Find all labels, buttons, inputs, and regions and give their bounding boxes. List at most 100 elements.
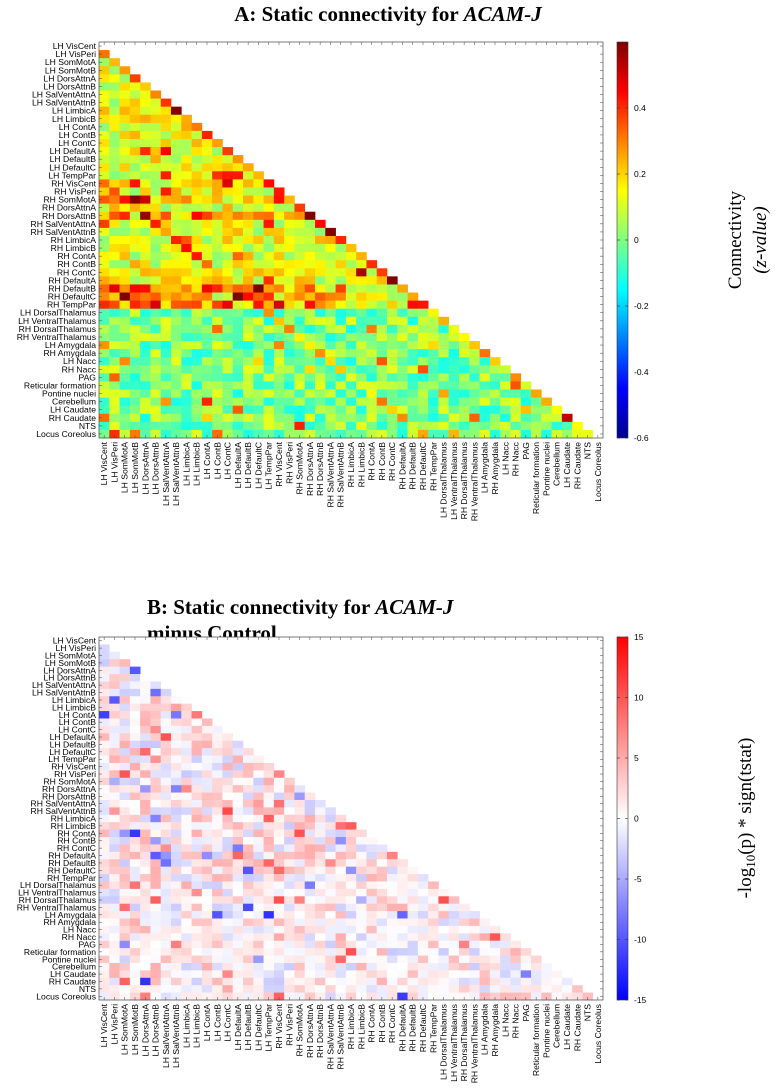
panel-b-cell	[150, 911, 162, 919]
panel-b-cell	[263, 822, 275, 830]
panel-b-cell	[345, 903, 357, 912]
panel-b-cell	[181, 940, 192, 949]
panel-a-cell	[489, 373, 501, 382]
panel-b-cell	[345, 962, 357, 971]
panel-a-cell	[335, 260, 347, 269]
panel-b-cell	[129, 725, 141, 734]
panel-b-cell	[191, 777, 203, 786]
panel-a-cell	[99, 365, 110, 374]
panel-a-cell	[325, 373, 336, 382]
panel-a-cell	[273, 276, 285, 285]
panel-b-cell	[315, 799, 326, 808]
panel-a-cell	[119, 179, 131, 188]
panel-a-cell	[181, 292, 192, 301]
panel-a-cell	[171, 268, 182, 277]
panel-a-cell	[119, 260, 131, 269]
panel-a-cell	[212, 389, 223, 398]
panel-b-cell	[191, 799, 203, 808]
panel-b-cell	[109, 896, 120, 905]
panel-b-cell	[438, 903, 450, 912]
panel-b-cell	[294, 918, 306, 927]
panel-a-row-label: RH Caudate	[49, 413, 97, 423]
panel-b-cell	[212, 955, 223, 964]
panel-b-cell	[459, 992, 470, 1001]
panel-b-cell	[397, 918, 408, 927]
panel-a-cell	[376, 429, 388, 439]
panel-a-cell	[243, 276, 254, 285]
panel-b-cell	[191, 851, 203, 860]
panel-a-col-label: RH VisPeri	[284, 442, 294, 484]
panel-b-cell	[397, 903, 408, 912]
panel-b-cell	[232, 740, 244, 749]
panel-b-cell	[469, 940, 480, 949]
panel-b-cell	[109, 681, 120, 690]
panel-b-cell	[171, 970, 182, 979]
panel-b-cell	[150, 955, 162, 964]
panel-b-cell	[150, 888, 162, 897]
panel-a-cell	[171, 244, 182, 253]
panel-a-cell	[397, 381, 408, 390]
panel-b-cell	[160, 918, 172, 927]
panel-a-cell	[304, 413, 316, 423]
panel-b-cell	[345, 925, 357, 934]
panel-a-cell	[243, 203, 254, 213]
panel-a-cell	[243, 405, 254, 415]
panel-a-cell	[160, 147, 172, 156]
panel-b-cell	[201, 918, 213, 927]
panel-b-row-label: RH DorsAttnB	[42, 791, 96, 801]
panel-b-cell	[212, 822, 223, 830]
panel-a-cell	[212, 381, 223, 390]
panel-b-cell	[212, 970, 223, 979]
panel-a-cell	[109, 389, 120, 398]
panel-b-cell	[212, 851, 223, 860]
panel-a-row-label: RH Nacc	[62, 364, 97, 374]
panel-a-cell	[376, 365, 388, 374]
panel-b-col-label: LH VentralThalamus	[449, 1004, 459, 1082]
panel-a-cell	[181, 155, 192, 164]
panel-b-cell	[243, 933, 254, 942]
panel-b-cell	[160, 733, 172, 742]
panel-a-cell	[181, 300, 192, 310]
panel-a-cell	[119, 90, 131, 99]
panel-b-cell	[273, 874, 285, 882]
panel-b-cell	[294, 866, 306, 875]
panel-b-row-label: NTS	[79, 984, 96, 994]
panel-b-cell	[171, 785, 182, 793]
panel-b-cell	[181, 799, 192, 808]
panel-a-cell	[273, 405, 285, 415]
panel-b-cell	[201, 940, 213, 949]
panel-b-cell	[160, 903, 172, 912]
panel-b-cell	[315, 837, 326, 845]
panel-a-cell	[212, 292, 223, 301]
panel-b-cell	[119, 985, 131, 993]
panel-a-cell	[222, 235, 234, 245]
panel-a-cell	[284, 373, 295, 382]
panel-a-cell	[263, 324, 275, 334]
panel-a-cell	[109, 324, 120, 334]
panel-a-cell	[212, 357, 223, 366]
panel-a-cell	[129, 332, 141, 342]
panel-a-cell	[243, 381, 254, 390]
panel-b-cell	[479, 962, 491, 971]
panel-a-cell	[438, 405, 450, 415]
panel-b-cell	[448, 903, 460, 912]
panel-b-cell	[191, 903, 203, 912]
panel-b-cell	[531, 992, 542, 1001]
panel-a-cell	[232, 244, 244, 253]
panel-a-cell	[397, 373, 408, 382]
panel-a-cell	[232, 227, 244, 237]
panel-b-cell	[212, 829, 223, 838]
panel-a-cell	[160, 308, 172, 318]
panel-a-cell	[520, 413, 532, 423]
panel-b-cell	[181, 718, 192, 727]
panel-b-cell	[140, 985, 151, 993]
panel-a-cell	[273, 397, 285, 407]
panel-b-cell	[263, 977, 275, 986]
panel-a-cell	[469, 381, 480, 390]
panel-a-row-label: LH VisPeri	[56, 49, 97, 59]
panel-a-cell	[212, 429, 223, 439]
panel-a-cell	[99, 98, 110, 107]
panel-a-cell	[191, 268, 203, 277]
panel-b-cell	[263, 777, 275, 786]
panel-a-cell	[253, 341, 264, 350]
